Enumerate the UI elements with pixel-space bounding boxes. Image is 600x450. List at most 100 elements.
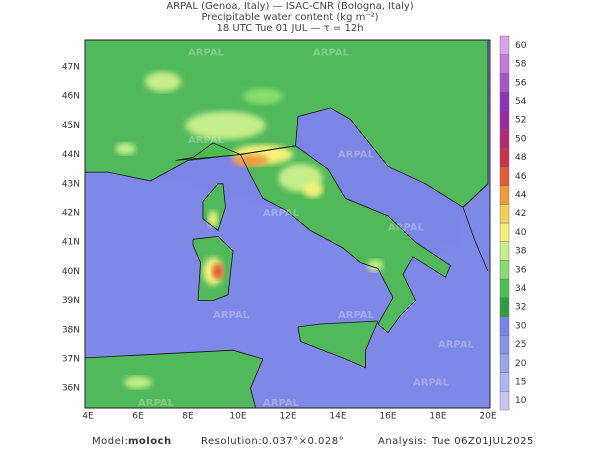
lon-label: 10E xyxy=(229,412,246,422)
lon-label: 20E xyxy=(479,412,496,422)
header-line: Precipitable water content (kg m⁻²) xyxy=(201,12,378,23)
colorbar-label: 36 xyxy=(515,265,527,275)
header-line: 18 UTC Tue 01 JUL — τ = 12h xyxy=(216,23,363,34)
lat-label: 36N xyxy=(62,384,80,394)
land-africa xyxy=(85,350,263,408)
land-north xyxy=(85,40,488,208)
moisture-blob xyxy=(124,376,152,389)
lat-label: 40N xyxy=(62,267,80,277)
colorbar-label: 48 xyxy=(515,153,527,163)
colorbar-label: 32 xyxy=(515,303,526,313)
colorbar-cell xyxy=(499,166,510,186)
colorbar-cell xyxy=(499,260,510,280)
footer-value: Tue 06Z01JUL2025 xyxy=(431,436,534,447)
colorbar-label: 15 xyxy=(515,377,526,387)
footer-label: Analysis: xyxy=(378,436,427,447)
lon-label: 6E xyxy=(132,412,144,422)
watermark: ARPAL xyxy=(138,398,175,409)
colorbar-cell xyxy=(499,353,510,373)
colorbar-cell xyxy=(499,372,510,392)
lat-label: 45N xyxy=(62,121,80,131)
colorbar-cell xyxy=(499,391,510,411)
colorbar-label: 52 xyxy=(515,116,526,126)
footer-label: Resolution: xyxy=(201,436,262,447)
coastline xyxy=(192,235,234,302)
watermark: ARPAL xyxy=(313,47,350,58)
colorbar-label: 42 xyxy=(515,209,526,219)
watermark: ARPAL xyxy=(213,310,250,321)
lon-label: 4E xyxy=(82,412,94,422)
colorbar-cell xyxy=(499,335,510,355)
colorbar-label: 44 xyxy=(515,190,527,200)
lon-label: 14E xyxy=(329,412,346,422)
colorbar-label: 40 xyxy=(515,228,527,238)
lat-label: 46N xyxy=(62,92,80,102)
coastline xyxy=(202,183,226,232)
lon-label: 18E xyxy=(429,412,446,422)
colorbar-label: 58 xyxy=(515,60,527,70)
moisture-blob xyxy=(232,154,269,167)
colorbar-label: 46 xyxy=(515,172,527,182)
coastline xyxy=(297,320,379,369)
colorbar-cell xyxy=(499,54,510,74)
moisture-blob xyxy=(303,181,323,198)
colorbar-cell xyxy=(499,147,510,168)
footer-label: Model: xyxy=(92,436,128,447)
coastline xyxy=(175,142,451,334)
moisture-blob xyxy=(185,111,266,140)
moisture-blob xyxy=(145,71,181,92)
watermark: ARPAL xyxy=(388,223,425,234)
lat-label: 41N xyxy=(62,238,80,248)
colorbar-cell xyxy=(499,35,510,55)
colorbar-cell xyxy=(499,222,510,242)
colorbar-label: 56 xyxy=(515,78,527,88)
coastline xyxy=(462,183,489,272)
colorbar-label: 30 xyxy=(515,321,527,331)
lat-label: 44N xyxy=(62,150,80,160)
watermark: ARPAL xyxy=(338,150,375,161)
footer-value: moloch xyxy=(128,436,172,447)
colorbar-label: 10 xyxy=(515,396,527,406)
lat-label: 43N xyxy=(62,179,80,189)
colorbar-label: 60 xyxy=(515,41,527,51)
colorbar-label: 38 xyxy=(515,247,527,257)
moisture-blob xyxy=(208,210,218,227)
coastline xyxy=(85,349,264,408)
lat-label: 47N xyxy=(62,63,80,73)
watermark: ARPAL xyxy=(413,377,450,388)
colorbar-label: 54 xyxy=(515,97,527,107)
lon-label: 8E xyxy=(182,412,194,422)
watermark: ARPAL xyxy=(188,47,225,58)
watermark: ARPAL xyxy=(188,135,225,146)
lat-label: 39N xyxy=(62,296,80,306)
watermark: ARPAL xyxy=(263,398,300,409)
land-sicily xyxy=(298,321,378,368)
colorbar-label: 50 xyxy=(515,134,527,144)
lon-label: 16E xyxy=(379,412,396,422)
colorbar-cell xyxy=(499,91,510,111)
lat-label: 38N xyxy=(62,325,80,335)
lon-label: 12E xyxy=(279,412,296,422)
moisture-blob xyxy=(115,142,136,155)
moisture-blob xyxy=(367,259,384,272)
colorbar-label: 34 xyxy=(515,284,527,294)
colorbar-cell xyxy=(499,129,510,149)
colorbar-cell xyxy=(499,297,510,317)
map-frame xyxy=(84,39,491,409)
lat-label: 42N xyxy=(62,209,80,219)
colorbar-cell xyxy=(499,110,510,130)
moisture-blob xyxy=(212,263,224,280)
watermark: ARPAL xyxy=(438,339,475,350)
footer-value: 0.037°×0.028° xyxy=(262,436,344,447)
moisture-blob xyxy=(243,88,283,105)
colorbar-label: 20 xyxy=(515,359,527,369)
colorbar-cell xyxy=(499,185,510,205)
map: ARPAL ARPAL ARPAL ARPAL ARPAL ARPAL ARPAL ARPAL… xyxy=(85,40,490,409)
colorbar-cell xyxy=(499,204,510,224)
watermark: ARPAL xyxy=(263,208,300,219)
watermark: ARPAL xyxy=(338,310,375,321)
colorbar-cell xyxy=(499,278,510,299)
colorbar-cell xyxy=(499,241,510,261)
colorbar-cell xyxy=(499,73,510,93)
